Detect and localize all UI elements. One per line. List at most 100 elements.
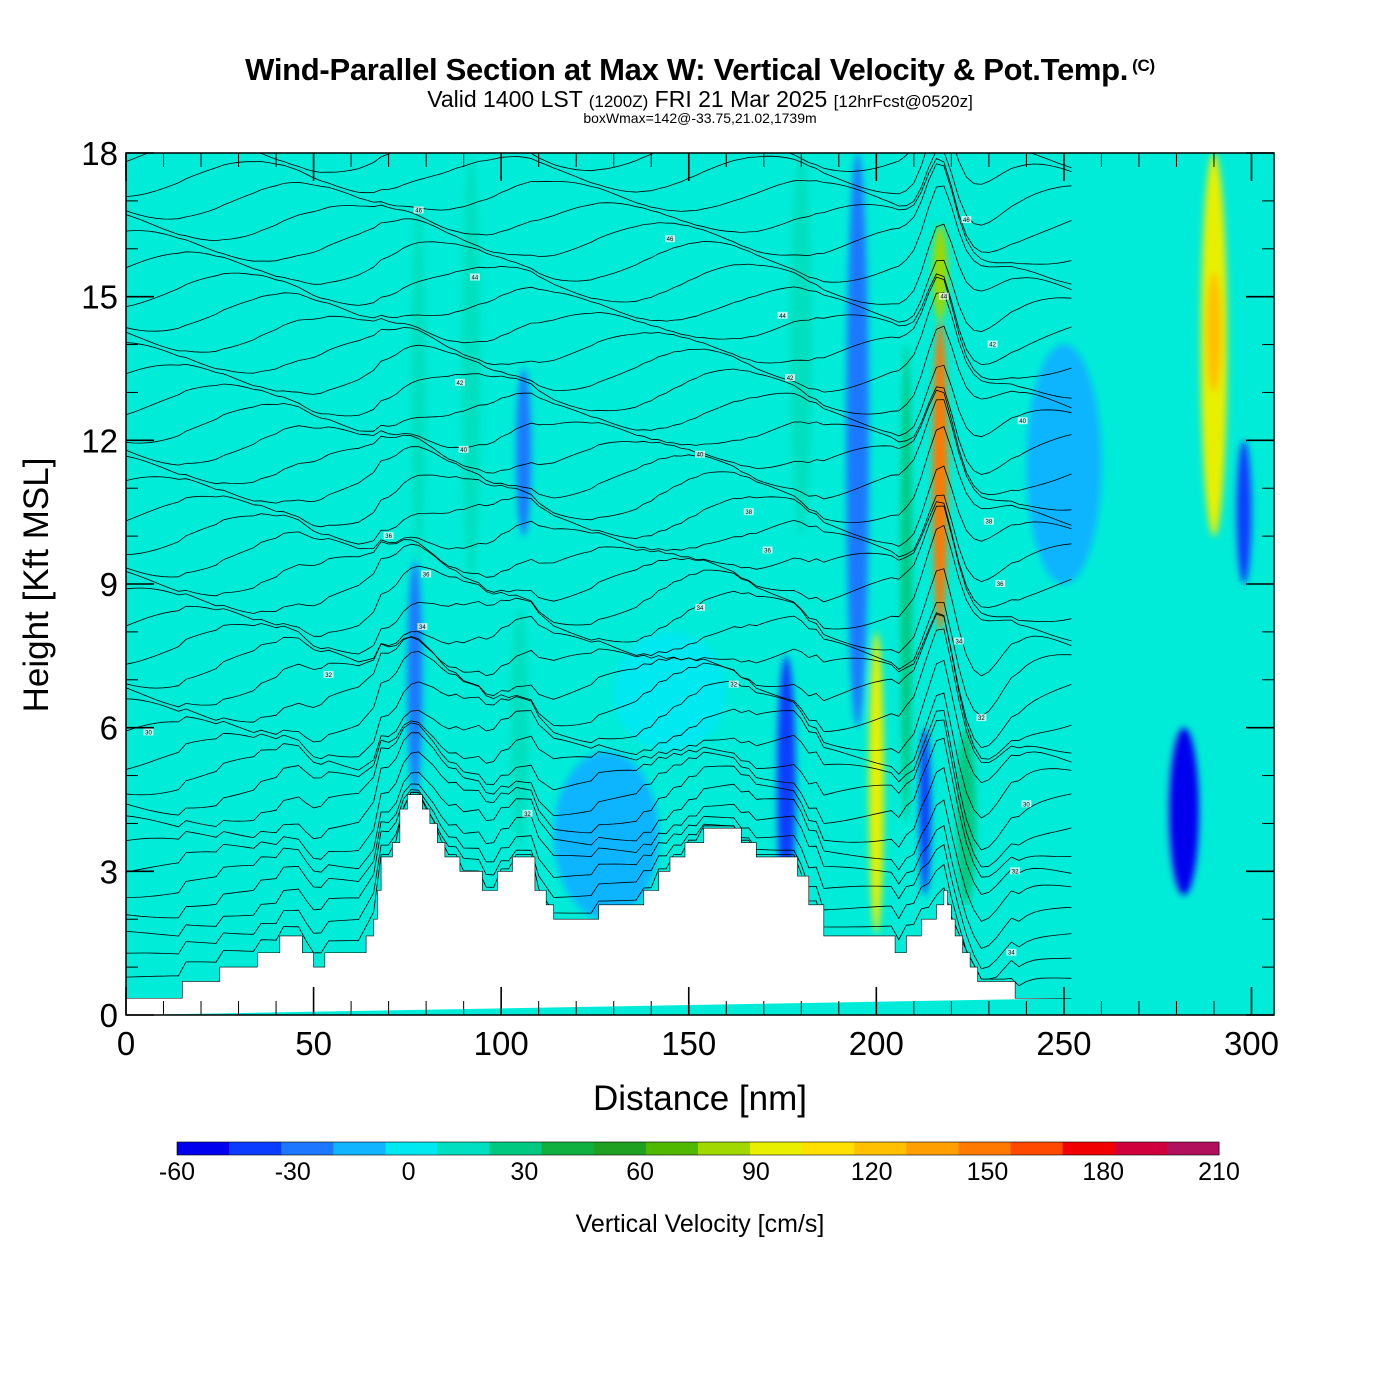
colorbar-swatch (177, 1142, 230, 1155)
y-tick-label: 18 (81, 135, 118, 172)
contour-label-text: 36 (997, 582, 1004, 588)
velocity-band-14 (932, 224, 948, 321)
contour-label-text: 46 (963, 218, 970, 224)
theta-contour-16 (126, 524, 1072, 642)
contour-label-text: 42 (457, 381, 464, 387)
theta-contour-17 (126, 505, 1072, 622)
colorbar-swatch (229, 1142, 282, 1155)
contour-labels: 30 32 36 34 36 46 42 40 44 32 46 40 34 32 38 36 44 42 44 34… (143, 206, 1032, 957)
velocity-band-15 (956, 727, 976, 905)
colorbar-tick-label: 0 (402, 1158, 416, 1186)
contour-label-15: 36 (762, 546, 773, 554)
contour-label-text: 32 (325, 673, 332, 679)
contour-label-1: 32 (323, 670, 334, 679)
theta-contour-33 (126, 163, 1072, 265)
contour-label-3: 34 (417, 623, 428, 631)
velocity-band-2 (461, 153, 481, 584)
contour-label-text: 42 (989, 343, 996, 349)
theta-contour-34 (126, 157, 1072, 253)
theta-contour-37 (126, 153, 1072, 173)
contour-label-text: 36 (764, 548, 771, 554)
theta-contour-3 (126, 783, 1072, 950)
theta-contour-12 (126, 613, 1072, 760)
contour-label-21: 32 (976, 714, 987, 722)
theta-contour-8 (126, 710, 1072, 851)
valid-time-line: Valid 1400 LST (1200Z) FRI 21 Mar 2025 [… (0, 86, 1400, 113)
contour-label-9: 32 (522, 809, 533, 818)
theta-contour-29 (126, 273, 1072, 366)
theta-contour-5 (126, 751, 1072, 895)
contour-label-0: 30 (143, 728, 154, 736)
theta-contour-4 (126, 771, 1072, 922)
contour-label-2: 36 (383, 532, 394, 540)
velocity-band-16 (1026, 344, 1102, 584)
x-tick-label: 50 (295, 1025, 332, 1062)
x-tick-label: 200 (849, 1025, 904, 1062)
theta-contour-10 (126, 659, 1072, 784)
colorbar-swatch (1166, 1142, 1220, 1155)
colorbar-tick-label: 150 (967, 1158, 1009, 1186)
y-tick-label: 0 (100, 997, 118, 1034)
colorbar-tick-label: -30 (275, 1158, 311, 1186)
theta-contour-19 (126, 494, 1072, 583)
colorbar-swatch (1114, 1142, 1168, 1155)
colorbar-swatch (281, 1142, 334, 1155)
theta-contour-35 (126, 153, 1072, 226)
colorbar-label: Vertical Velocity [cm/s] (576, 1210, 825, 1238)
velocity-band-5 (553, 751, 659, 920)
contour-label-text: 44 (472, 276, 479, 282)
y-tick-label: 6 (100, 710, 118, 747)
velocity-band-9 (846, 153, 869, 728)
theta-contour-14 (126, 602, 1072, 717)
copyright-mark: (C) (1132, 56, 1155, 75)
colorbar-swatch (385, 1142, 438, 1155)
theta-contour-13 (126, 612, 1072, 749)
contour-label-text: 36 (423, 572, 430, 578)
contour-label-text: 32 (730, 683, 737, 689)
theta-contour-32 (126, 185, 1072, 285)
contour-label-14: 38 (743, 508, 754, 516)
velocity-band-20 (1236, 440, 1252, 584)
contour-label-text: 32 (1012, 869, 1019, 875)
colorbar-swatch (958, 1142, 1012, 1155)
contour-label-text: 34 (419, 625, 426, 631)
theta-contour-20 (126, 465, 1072, 556)
contour-label-text: 44 (779, 314, 786, 320)
contour-label-text: 38 (986, 520, 993, 526)
colorbar-tick-label: 30 (510, 1158, 538, 1186)
contour-label-11: 40 (695, 450, 705, 459)
velocity-band-7 (776, 655, 796, 905)
forecast-info: [12hrFcst@0520z] (833, 92, 973, 111)
contour-label-22: 38 (983, 517, 994, 526)
velocity-band-11 (900, 344, 912, 824)
valid-utc: (1200Z) (588, 92, 649, 111)
contour-label-text: 40 (1019, 419, 1026, 425)
y-axis-label: Height [Kft MSL] (17, 458, 56, 713)
theta-contour-36 (126, 153, 1072, 197)
y-tick-label: 12 (81, 422, 118, 459)
colorbar-swatch (645, 1142, 699, 1155)
contour-label-text: 46 (415, 208, 422, 214)
boxwmax-line: boxWmax=142@-33.75,21.02,1739m (583, 110, 817, 126)
contour-label-12: 34 (695, 603, 705, 612)
contour-label-23: 42 (987, 340, 998, 349)
contour-label-4: 36 (421, 570, 432, 578)
contour-label-text: 32 (524, 812, 531, 818)
theta-contour-30 (126, 259, 1072, 333)
theta-contour-28 (126, 276, 1072, 380)
contour-label-text: 42 (787, 376, 794, 382)
contour-label-text: 40 (460, 448, 467, 454)
theta-contour-18 (126, 501, 1072, 608)
colorbar: -60 -30 0 30 60 90 120 150 180 210 (159, 1141, 1240, 1186)
velocity-bands (407, 153, 1252, 934)
colorbar-swatch (1010, 1142, 1064, 1155)
contour-label-24: 36 (995, 580, 1006, 588)
theta-contour-15 (126, 568, 1072, 677)
title-main: Wind-Parallel Section at Max W: Vertical… (245, 52, 1129, 87)
theta-contour-22 (126, 399, 1072, 511)
x-tick-label: 150 (661, 1025, 716, 1062)
x-tick-label: 100 (474, 1025, 529, 1062)
contour-label-17: 42 (785, 374, 796, 382)
x-tick-label: 300 (1224, 1025, 1279, 1062)
